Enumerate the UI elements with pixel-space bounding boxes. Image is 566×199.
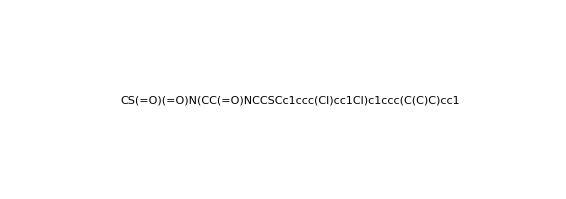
Text: CS(=O)(=O)N(CC(=O)NCCSCc1ccc(Cl)cc1Cl)c1ccc(C(C)C)cc1: CS(=O)(=O)N(CC(=O)NCCSCc1ccc(Cl)cc1Cl)c1… [120,96,460,105]
